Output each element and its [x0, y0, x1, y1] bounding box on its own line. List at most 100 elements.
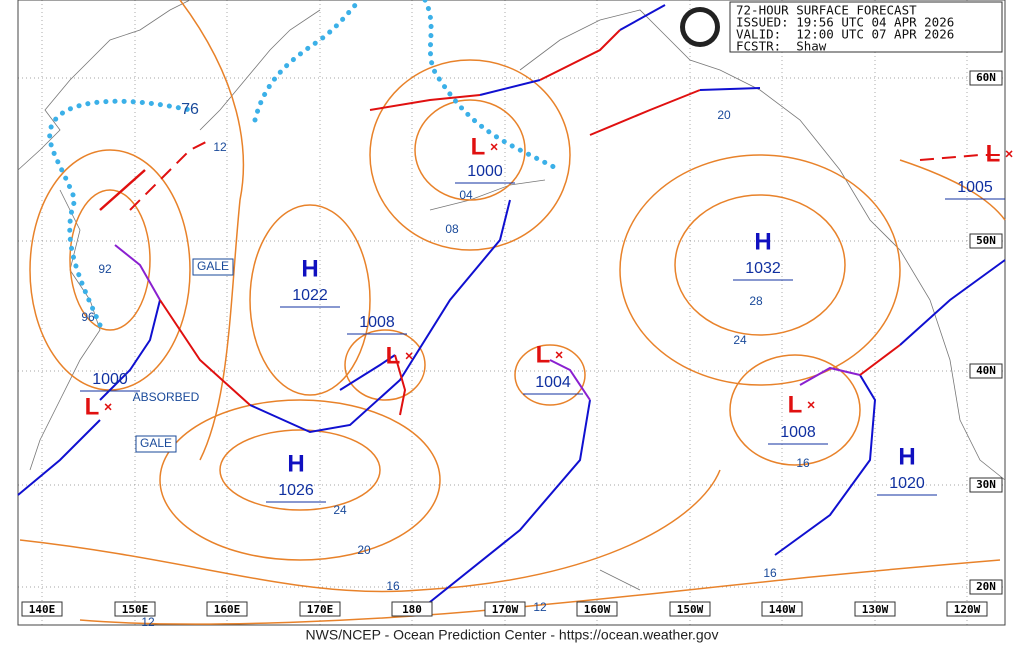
high-letter: H	[287, 450, 304, 477]
lon-label-box	[576, 601, 618, 617]
isobar	[899, 159, 1006, 221]
isobar-label: 20	[357, 543, 371, 557]
cold-front	[699, 87, 761, 91]
isobar-label: 04	[459, 188, 473, 202]
cold-front	[899, 259, 1006, 346]
lat-label-box	[969, 363, 1003, 379]
lat-label-box	[969, 70, 1003, 86]
isobar-label: 24	[733, 333, 747, 347]
cold-front	[419, 399, 591, 611]
lat-label: 50N	[976, 234, 996, 247]
cold-front	[774, 374, 877, 556]
lat-label: 30N	[976, 478, 996, 491]
cold-front	[99, 299, 161, 401]
low-x: ×	[405, 348, 413, 364]
lon-label-box	[21, 601, 63, 617]
lon-label: 150E	[122, 603, 149, 616]
low-x: ×	[490, 139, 498, 155]
low-pressure: 1000	[92, 371, 128, 388]
cold-front	[479, 79, 541, 96]
high-letter: H	[898, 443, 915, 470]
high-pressure: 1020	[889, 475, 925, 492]
lat-label: 60N	[976, 71, 996, 84]
lon-label: 140W	[769, 603, 796, 616]
high-pressure: 1022	[292, 287, 328, 304]
warm-front	[539, 29, 621, 81]
coastline	[429, 179, 546, 211]
low-x: ×	[1005, 146, 1013, 162]
map-frame	[17, 0, 1006, 626]
low-x: ×	[807, 397, 815, 413]
coastline	[29, 189, 101, 471]
isobar-label: 16	[763, 566, 777, 580]
cold-front	[339, 354, 396, 391]
cold-front	[619, 4, 666, 31]
fronts	[17, 4, 1006, 611]
annotation: GALE	[197, 259, 229, 273]
footer: NWS/NCEP - Ocean Prediction Center - htt…	[306, 627, 719, 643]
isobar	[179, 0, 245, 461]
isobar-label: 92	[98, 262, 112, 276]
lon-label: 160E	[214, 603, 241, 616]
isobar-label: 08	[445, 222, 459, 236]
low-pressure: 1000	[467, 163, 503, 180]
low-letter: L	[85, 393, 100, 420]
lon-label: 140E	[29, 603, 56, 616]
isobar-label: 16	[386, 579, 400, 593]
lon-label: 170E	[307, 603, 334, 616]
lon-label-box	[206, 601, 248, 617]
lon-label: 160W	[584, 603, 611, 616]
low-x: ×	[555, 347, 563, 363]
occluded-front	[799, 366, 861, 386]
cold-front	[17, 419, 101, 496]
isobar-label: 28	[749, 294, 763, 308]
lon-label-box	[114, 601, 156, 617]
ice-line	[252, 0, 363, 123]
lat-label: 40N	[976, 364, 996, 377]
noaa-logo-inner	[685, 12, 715, 42]
lat-label-box	[969, 477, 1003, 493]
isobar	[674, 194, 846, 336]
lon-label-box	[761, 601, 803, 617]
lon-label-box	[484, 601, 526, 617]
lon-label: 180	[402, 603, 422, 616]
high-letter: H	[301, 255, 318, 282]
lon-label-box	[669, 601, 711, 617]
warm-front	[859, 344, 901, 376]
isobar	[514, 344, 586, 406]
lon-label-box	[299, 601, 341, 617]
low-pressure: 1005	[957, 179, 993, 196]
warm-front	[589, 89, 701, 136]
lon-label-box	[854, 601, 896, 617]
isobar	[69, 189, 151, 331]
header-frame	[729, 1, 1003, 53]
isobar	[19, 469, 721, 593]
header-line: VALID: 12:00 UTC 07 APR 2026	[736, 27, 954, 42]
isobar	[79, 559, 1001, 625]
low-pressure: 1008	[359, 314, 395, 331]
cold-front	[249, 199, 511, 434]
isobar	[219, 429, 381, 511]
occluded-front	[114, 244, 161, 301]
isobar	[159, 399, 441, 561]
lon-label: 120W	[954, 603, 981, 616]
low-letter: L	[986, 140, 1001, 167]
lon-label-box	[946, 601, 988, 617]
isobar	[619, 154, 901, 386]
annotation: ABSORBED	[133, 390, 200, 404]
isobar-label: 12	[533, 600, 547, 614]
isobar	[344, 329, 426, 401]
coastline	[199, 9, 321, 131]
labels: 140E 150E 160E 170E 180 170W 160W 150W 140W 130W 1…	[21, 70, 1013, 629]
isobars	[19, 0, 1006, 625]
low-x: ×	[104, 399, 112, 415]
warm-front	[394, 354, 407, 416]
coastline	[519, 9, 1006, 481]
occluded-front	[549, 359, 591, 401]
motion-arrow	[99, 169, 146, 211]
lat-label: 20N	[976, 580, 996, 593]
isobar	[369, 59, 571, 251]
isobar-label: 76	[181, 101, 199, 118]
warm-front	[159, 299, 251, 406]
